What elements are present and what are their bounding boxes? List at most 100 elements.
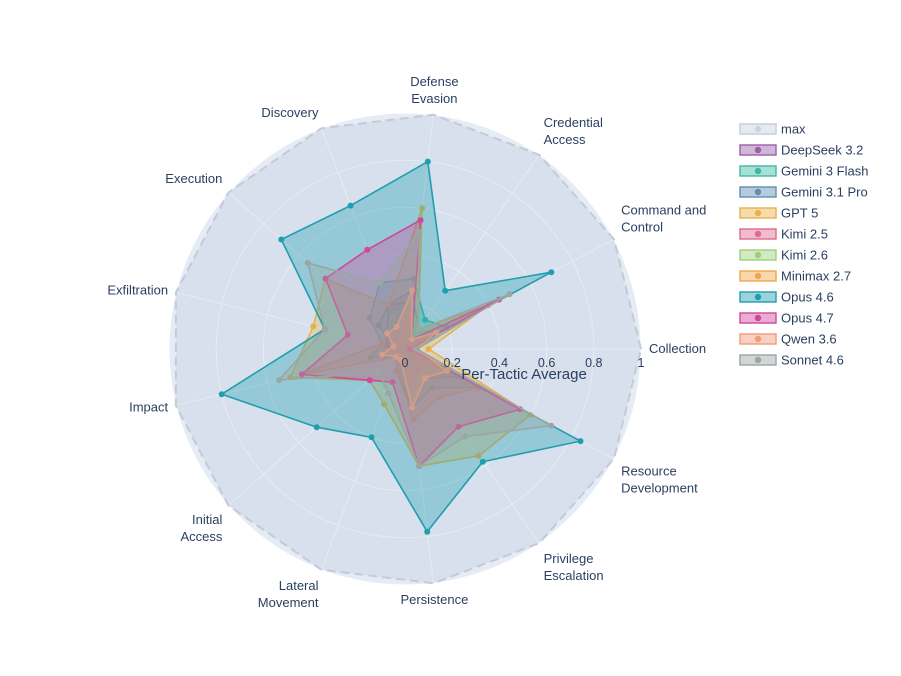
series-layer [174, 113, 643, 585]
data-point [310, 323, 317, 330]
data-point [428, 384, 435, 391]
axis-label: Privilege Escalation [544, 551, 604, 583]
data-point [376, 279, 383, 286]
data-point [393, 353, 400, 360]
radial-tick-label: 1 [638, 356, 645, 370]
axis-label: Defense Evasion [410, 74, 458, 106]
legend-marker [754, 251, 762, 259]
legend-marker [754, 272, 762, 280]
legend-label: GPT 5 [781, 206, 818, 221]
data-point [379, 340, 386, 347]
data-point [364, 246, 371, 253]
legend[interactable]: max DeepSeek 3.2 Gemini 3 Flash Gemini 3.1 … [739, 122, 868, 368]
data-point [322, 275, 329, 282]
legend-item[interactable]: Kimi 2.6 [739, 248, 828, 263]
legend-item[interactable]: Qwen 3.6 [739, 332, 837, 347]
grid-spoke [404, 348, 540, 544]
axis-label: Collection [649, 341, 706, 356]
legend-marker [754, 146, 762, 154]
legend-label: Opus 4.7 [781, 311, 834, 326]
legend-marker [754, 335, 762, 343]
legend-label: DeepSeek 3.2 [781, 143, 863, 158]
data-point [462, 433, 469, 440]
data-point [393, 323, 400, 330]
data-point [366, 314, 373, 321]
legend-item[interactable]: Gemini 3 Flash [739, 164, 868, 179]
data-point [408, 336, 415, 343]
polar-grid [168, 112, 642, 586]
radial-tick-label: 0.8 [585, 356, 602, 370]
data-point [413, 346, 420, 352]
radial-tick-label: 0.6 [538, 356, 555, 370]
legend-label: Opus 4.6 [781, 290, 834, 305]
data-point [415, 365, 422, 372]
data-point [368, 434, 375, 441]
axis-label: Persistence [400, 592, 468, 607]
grid-spoke [175, 292, 406, 350]
data-point [455, 423, 462, 430]
legend-item[interactable]: DeepSeek 3.2 [739, 143, 863, 158]
legend-marker [754, 356, 762, 364]
axis-label: Impact [129, 399, 168, 414]
legend-item[interactable]: GPT 5 [739, 206, 818, 221]
grid-spoke [404, 154, 540, 350]
legend-marker [754, 314, 762, 322]
data-point [385, 390, 392, 397]
axis-label: Resource Development [621, 463, 698, 495]
data-point [375, 369, 382, 376]
legend-marker [754, 209, 762, 217]
data-point [278, 236, 285, 243]
axis-label: Credential Access [544, 115, 603, 147]
data-point [379, 351, 386, 358]
data-point [381, 401, 388, 408]
angular-axis-labels: Collection Command and Control Credential Ac… [107, 74, 706, 610]
data-point [506, 291, 513, 298]
data-point [321, 326, 328, 333]
data-point [390, 348, 397, 355]
legend-item[interactable]: max [739, 122, 806, 137]
series-sonnet-4-6 [276, 228, 555, 470]
legend-item[interactable]: Opus 4.6 [739, 290, 834, 305]
legend-label: Minimax 2.7 [781, 269, 851, 284]
data-point [433, 329, 440, 336]
data-point [424, 158, 431, 165]
data-point [422, 375, 429, 382]
data-point [390, 343, 397, 350]
legend-marker [754, 293, 762, 301]
data-point [415, 326, 422, 333]
legend-item[interactable]: Kimi 2.5 [739, 227, 828, 242]
legend-item[interactable]: Sonnet 4.6 [739, 353, 844, 368]
data-point [375, 322, 382, 329]
data-point [548, 269, 555, 276]
data-point [443, 367, 450, 374]
legend-label: Kimi 2.6 [781, 248, 828, 263]
series-polygon [219, 160, 583, 534]
legend-item[interactable]: Minimax 2.7 [739, 269, 851, 284]
radial-tick-label: 0 [402, 356, 409, 370]
data-point [425, 346, 432, 352]
axis-label: Exfiltration [107, 283, 168, 298]
axis-label: Lateral Movement [258, 578, 319, 610]
data-point [347, 202, 354, 209]
axis-label: Discovery [261, 105, 319, 120]
legend-marker [754, 230, 762, 238]
legend-item[interactable]: Gemini 3.1 Pro [739, 185, 868, 200]
data-point [548, 422, 555, 429]
data-point [409, 404, 416, 411]
axis-label: Initial Access [180, 512, 222, 544]
radial-tick-labels: 0 0.2 0.4 0.6 0.8 1 [402, 356, 645, 370]
data-point [383, 341, 390, 348]
data-point [393, 368, 400, 375]
legend-item[interactable]: Opus 4.7 [739, 311, 834, 326]
data-point [419, 205, 426, 212]
data-point [475, 452, 482, 459]
data-point [298, 371, 305, 378]
radial-tick-label: 0.4 [491, 356, 508, 370]
legend-marker [754, 167, 762, 175]
data-point [422, 316, 429, 323]
data-point [367, 354, 374, 361]
data-point [479, 458, 486, 465]
data-point [577, 438, 584, 445]
data-point [397, 357, 404, 363]
